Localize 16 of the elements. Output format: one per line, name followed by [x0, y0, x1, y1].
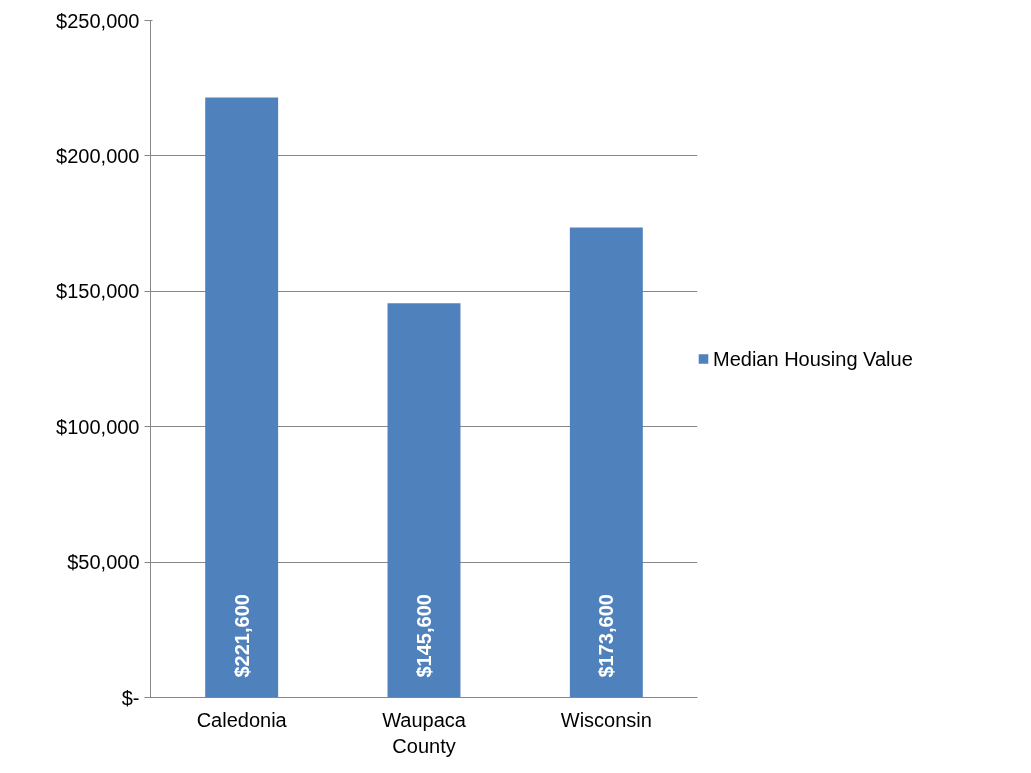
- text: $173,600: [595, 594, 618, 678]
- y-tick-label: $250,000: [56, 9, 140, 32]
- y-tick-label: $150,000: [56, 280, 140, 303]
- x-tick-label: Waupaca County: [382, 708, 467, 757]
- bar: [387, 303, 461, 698]
- y-tick-label: $100,000: [56, 415, 140, 438]
- y-tick-label: $50,000: [67, 551, 140, 574]
- text: $221,600: [230, 594, 253, 678]
- x-tick-label: Wisconsin: [560, 708, 652, 731]
- y-tick-label: $-: [121, 686, 140, 709]
- bar: [569, 227, 643, 698]
- legend-label: Median Housing Value: [713, 347, 913, 370]
- text: $145,600: [413, 594, 435, 678]
- bar: [205, 97, 279, 698]
- x-tick-label: Caledonia: [196, 708, 288, 731]
- y-tick-label: $200,000: [56, 144, 140, 167]
